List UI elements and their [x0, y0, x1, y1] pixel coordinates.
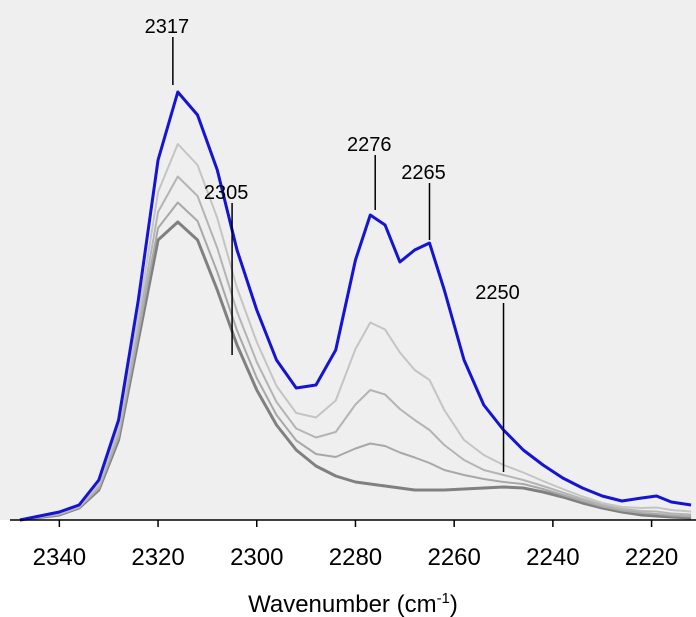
- x-tick-label: 2260: [427, 544, 480, 571]
- annotation-label: 2250: [475, 282, 520, 304]
- x-title-text: Wavenumber (cm: [248, 591, 436, 617]
- spectrum-line: [19, 90, 692, 522]
- x-title-suffix: ): [450, 591, 458, 617]
- x-tick-label: 2300: [230, 544, 283, 571]
- annotation-label: 2276: [347, 134, 392, 156]
- spectrum-line: [19, 143, 692, 521]
- annotation-label: 2305: [204, 182, 249, 204]
- x-axis-title: Wavenumber (cm-1): [248, 590, 458, 617]
- annotation-label: 2317: [145, 16, 190, 38]
- spectrum-line: [19, 201, 692, 521]
- annotation-label: 2265: [401, 162, 446, 184]
- x-tick-label: 2320: [131, 544, 184, 571]
- x-title-superscript: -1: [437, 590, 450, 607]
- x-tick-label: 2220: [625, 544, 678, 571]
- x-tick-label: 2340: [33, 544, 86, 571]
- x-tick-label: 2240: [526, 544, 579, 571]
- spectrum-line: [19, 175, 692, 521]
- x-tick-label: 2280: [329, 544, 382, 571]
- plot-area: [0, 0, 696, 520]
- spectrum-line: [19, 220, 692, 522]
